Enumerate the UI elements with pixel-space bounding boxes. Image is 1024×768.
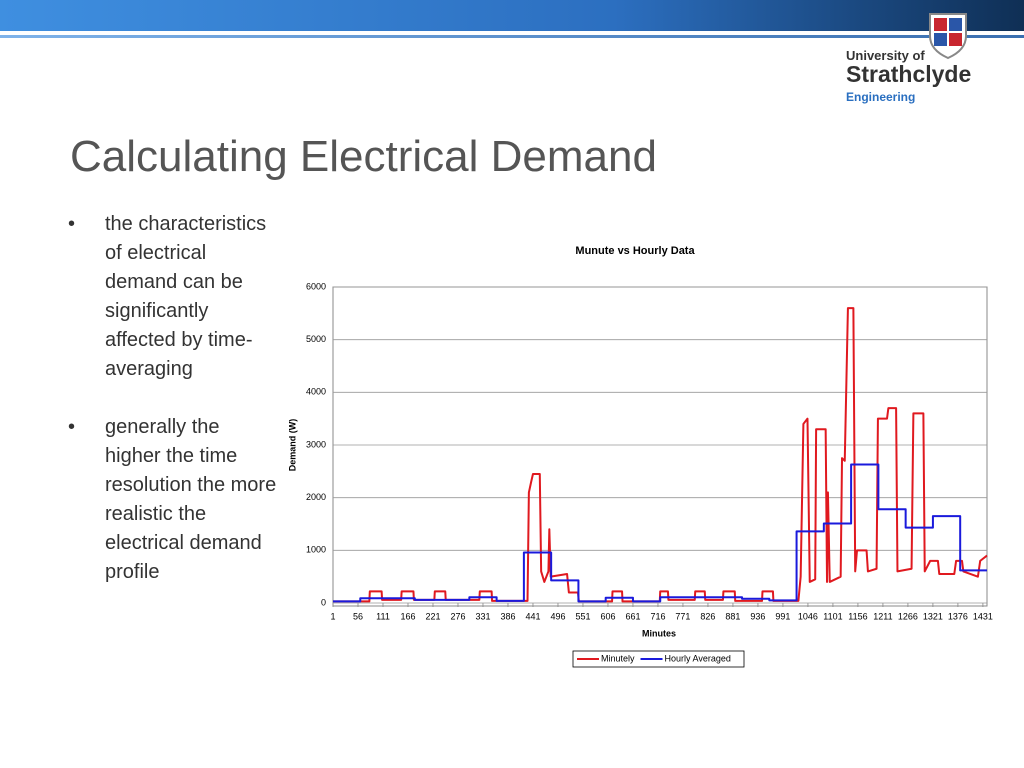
- x-tick-label: 936: [750, 611, 765, 621]
- x-tick-label: 1211: [873, 611, 892, 621]
- bullet: generally the higher the time resolution…: [62, 413, 277, 587]
- chart-title: Munute vs Hourly Data: [575, 245, 695, 257]
- legend-label: Hourly Averaged: [665, 653, 731, 663]
- plot-area: [332, 286, 988, 607]
- logo: University of Strathclyde Engineering: [846, 13, 971, 104]
- y-tick-label: 1000: [306, 545, 326, 555]
- x-tick-label: 386: [500, 611, 515, 621]
- y-tick-label: 3000: [306, 439, 326, 449]
- bullet: the characteristics of electrical demand…: [62, 210, 277, 384]
- y-tick-label: 6000: [306, 281, 326, 291]
- x-tick-label: 221: [425, 611, 440, 621]
- x-tick-label: 1156: [848, 611, 867, 621]
- x-tick-label: 716: [650, 611, 665, 621]
- x-tick-label: 551: [575, 611, 590, 621]
- legend-label: Minutely: [601, 653, 635, 663]
- header-line: [0, 35, 1024, 38]
- logo-text: Engineering: [846, 90, 915, 104]
- x-tick-label: 111: [376, 611, 390, 621]
- y-axis-label: Demand (W): [287, 419, 297, 472]
- logo-quarter: [949, 18, 962, 31]
- x-tick-label: 1431: [973, 611, 993, 621]
- x-tick-label: 56: [353, 611, 363, 621]
- x-tick-label: 991: [775, 611, 790, 621]
- x-tick-label: 1376: [948, 611, 968, 621]
- x-tick-label: 1: [330, 611, 335, 621]
- logo-text: University of: [846, 48, 925, 63]
- x-tick-label: 1101: [823, 611, 842, 621]
- x-tick-label: 606: [600, 611, 615, 621]
- x-axis-label: Minutes: [642, 628, 676, 638]
- y-tick-label: 5000: [306, 334, 326, 344]
- logo-quarter: [934, 18, 947, 31]
- bullet-list: the characteristics of electrical demand…: [62, 210, 277, 616]
- series-line: [333, 307, 988, 603]
- x-tick-label: 771: [675, 611, 690, 621]
- logo-text: Strathclyde: [846, 61, 971, 87]
- logo-quarter: [934, 33, 947, 46]
- x-tick-label: 276: [450, 611, 465, 621]
- logo-quarter: [949, 33, 962, 46]
- x-tick-label: 1266: [898, 611, 918, 621]
- series-line: [333, 463, 987, 603]
- x-tick-label: 881: [725, 611, 740, 621]
- y-tick-label: 0: [321, 597, 326, 607]
- x-tick-label: 1046: [798, 611, 818, 621]
- x-tick-label: 496: [550, 611, 565, 621]
- y-tick-label: 4000: [306, 387, 326, 397]
- header-bar: [0, 0, 1024, 31]
- x-tick-label: 331: [475, 611, 490, 621]
- x-tick-label: 1321: [923, 611, 943, 621]
- x-tick-label: 826: [700, 611, 715, 621]
- x-tick-label: 166: [400, 611, 415, 621]
- x-tick-label: 661: [625, 611, 640, 621]
- y-tick-label: 2000: [306, 492, 326, 502]
- slide-title: Calculating Electrical Demand: [70, 132, 657, 181]
- x-tick-label: 441: [525, 611, 540, 621]
